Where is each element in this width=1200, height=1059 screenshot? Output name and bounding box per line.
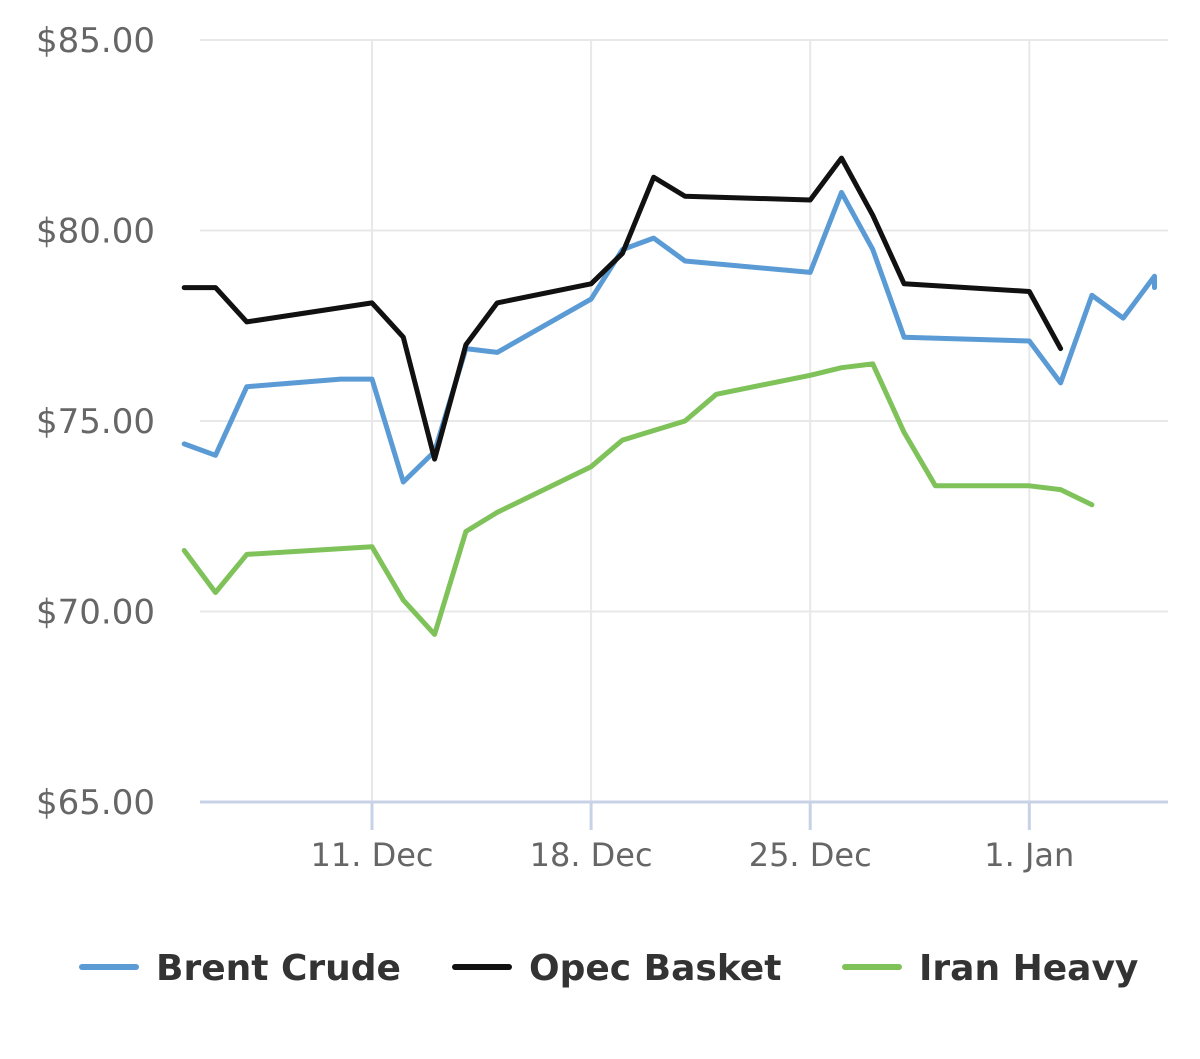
y-tick-label: $65.00 (36, 783, 155, 823)
legend-label: Opec Basket (529, 948, 781, 989)
legend-item-brent-crude[interactable]: Brent Crude (79, 948, 401, 989)
x-axis (200, 800, 1168, 830)
y-tick-label: $70.00 (36, 593, 155, 633)
series-line-brent-crude (181, 189, 1157, 485)
series-line-opec-basket (181, 155, 1064, 462)
x-tick-label: 18. Dec (530, 836, 653, 874)
x-tick-label: 11. Dec (311, 836, 434, 874)
legend: Brent Crude Opec Basket Iran Heavy (79, 948, 1138, 989)
series-lines (181, 155, 1157, 637)
y-tick-label: $75.00 (36, 402, 155, 442)
y-tick-label: $80.00 (36, 212, 155, 252)
legend-item-iran-heavy[interactable]: Iran Heavy (842, 948, 1138, 989)
y-axis-tick-labels: $85.00 $80.00 $75.00 $70.00 $65.00 (36, 21, 155, 823)
series-line-iran-heavy (181, 361, 1095, 637)
x-tick-label: 1. Jan (984, 836, 1074, 874)
y-tick-label: $85.00 (36, 21, 155, 61)
x-tick-label: 25. Dec (749, 836, 872, 874)
legend-label: Brent Crude (156, 948, 401, 989)
legend-item-opec-basket[interactable]: Opec Basket (452, 948, 781, 989)
legend-label: Iran Heavy (919, 948, 1138, 989)
x-axis-tick-labels: 11. Dec 18. Dec 25. Dec 1. Jan (311, 836, 1075, 874)
